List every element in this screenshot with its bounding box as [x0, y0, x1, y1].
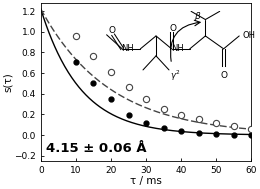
Text: 4.15 ± 0.06 Å: 4.15 ± 0.06 Å	[46, 142, 147, 155]
Text: $\beta$: $\beta$	[194, 9, 201, 22]
Text: NH: NH	[121, 44, 134, 53]
Text: OH: OH	[242, 31, 255, 40]
Text: O: O	[220, 70, 227, 80]
Text: $\gamma^2$: $\gamma^2$	[170, 69, 181, 83]
Text: NH: NH	[171, 44, 184, 53]
Text: O: O	[108, 26, 115, 35]
Y-axis label: s(τ): s(τ)	[3, 72, 13, 92]
X-axis label: τ / ms: τ / ms	[130, 176, 162, 186]
Text: O: O	[170, 24, 176, 33]
